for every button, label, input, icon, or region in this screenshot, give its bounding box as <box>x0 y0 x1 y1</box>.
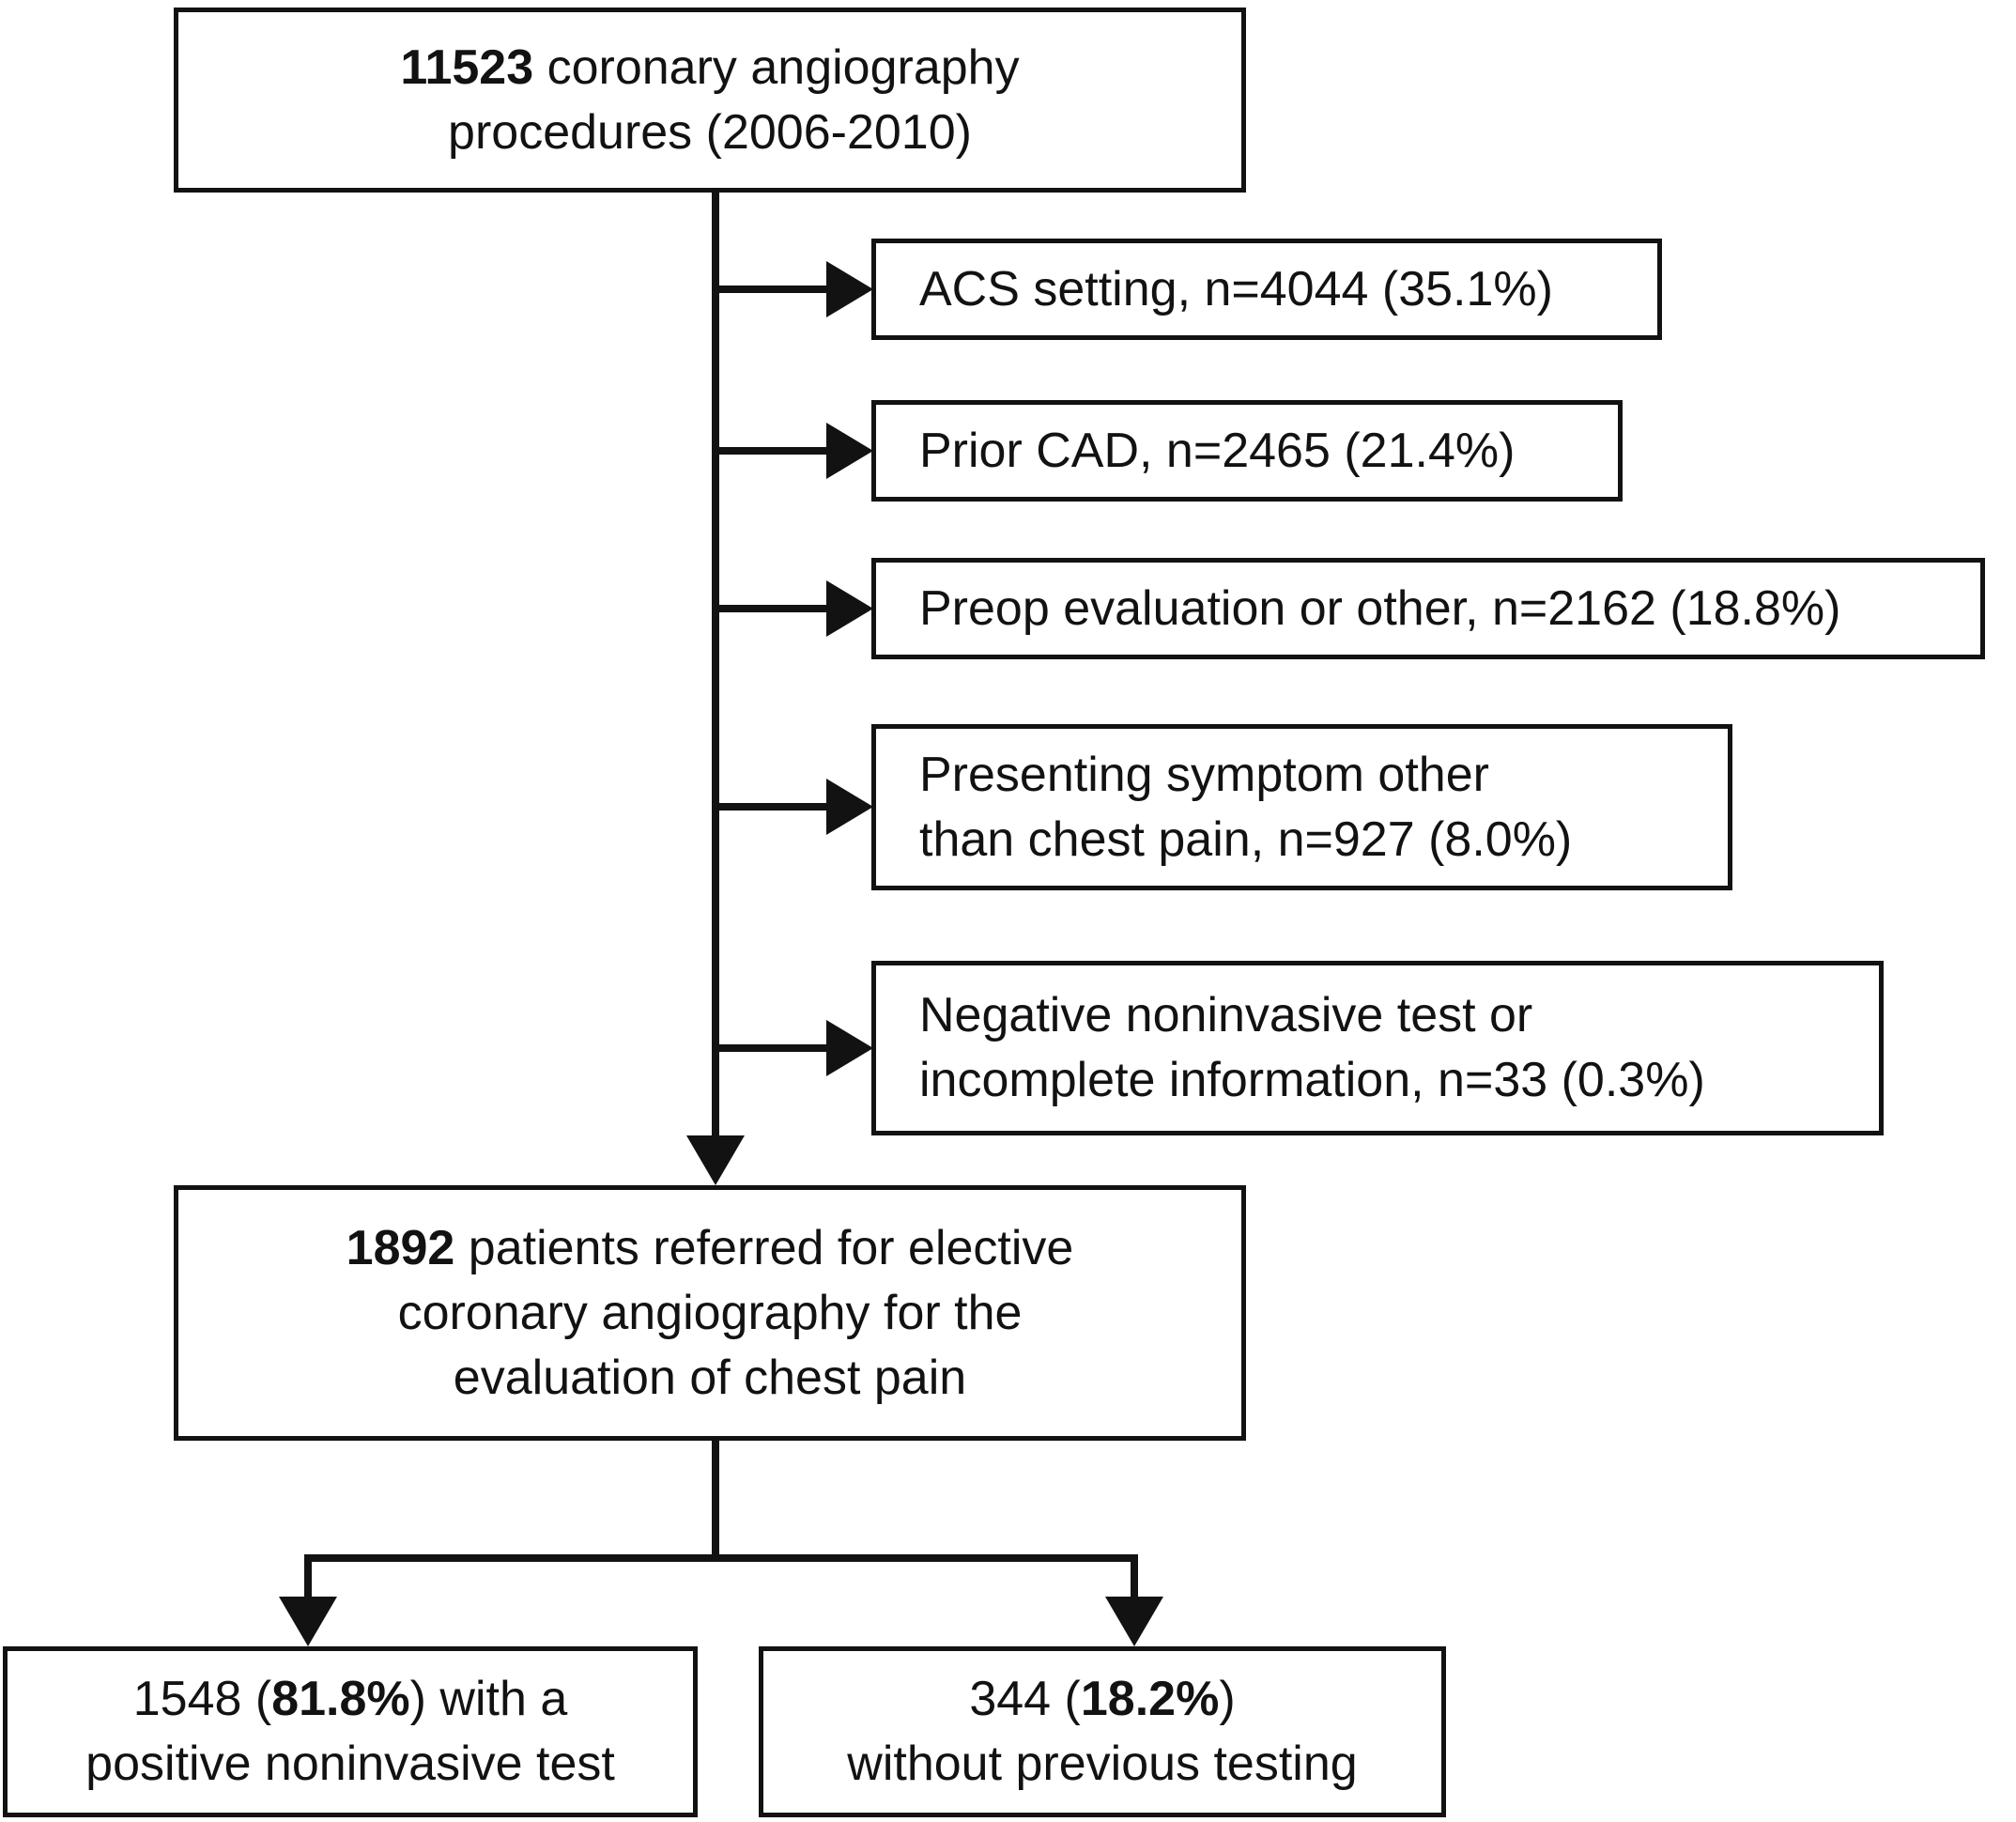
exclusion-symptom-line1: Presenting symptom other <box>919 747 1489 802</box>
arrow-down-icon <box>279 1597 337 1646</box>
right-branch-line <box>1131 1554 1138 1599</box>
exclusion-acs-line1: ACS setting, n=4044 (35.1%) <box>919 261 1553 317</box>
cohort-count: 1892 <box>346 1220 455 1275</box>
positive-test-line1-rest: ) with a <box>409 1672 568 1726</box>
cohort-line2: coronary angiography for the <box>397 1285 1023 1340</box>
no-previous-testing-line2: without previous testing <box>847 1737 1358 1791</box>
exclusion-symptom-line2: than chest pain, n=927 (8.0%) <box>919 811 1573 867</box>
arrow-right-icon <box>826 580 873 637</box>
total-procedures-line1: 11523 coronary angiography <box>400 36 1019 100</box>
total-procedures-count: 11523 <box>400 39 534 95</box>
exclusion-prior-cad-line1: Prior CAD, n=2465 (21.4%) <box>919 423 1516 478</box>
cohort-line1-rest: patients referred for elective <box>454 1220 1074 1275</box>
no-previous-testing-line1: 344 (18.2%) <box>969 1667 1235 1732</box>
positive-test-line1: 1548 (81.8%) with a <box>133 1667 568 1732</box>
total-procedures-line1-rest: coronary angiography <box>533 39 1020 95</box>
cohort-branch-stem-line <box>712 1441 719 1558</box>
no-previous-testing-line1-rest: ) <box>1219 1672 1236 1726</box>
positive-test-percent: 81.8% <box>271 1672 410 1726</box>
branch-bar-line <box>304 1554 1138 1562</box>
exclusion-preop-box: Preop evaluation or other, n=2162 (18.8%… <box>871 558 1985 659</box>
main-stem-line <box>712 193 719 1137</box>
no-previous-testing-box: 344 (18.2%) without previous testing <box>759 1646 1446 1817</box>
exclusion-1-connector-line <box>716 286 828 293</box>
arrow-right-icon <box>826 261 873 317</box>
arrow-down-icon <box>1105 1597 1163 1646</box>
exclusion-symptom-box: Presenting symptom other than chest pain… <box>871 724 1732 890</box>
exclusion-preop-line1: Preop evaluation or other, n=2162 (18.8%… <box>919 580 1841 636</box>
no-previous-testing-percent: 18.2% <box>1080 1672 1220 1726</box>
positive-test-count: 1548 ( <box>132 1672 272 1726</box>
no-previous-testing-count: 344 ( <box>969 1672 1081 1726</box>
left-branch-line <box>304 1554 312 1599</box>
positive-test-line2: positive noninvasive test <box>85 1737 615 1791</box>
arrow-down-icon <box>686 1135 745 1185</box>
exclusion-acs-box: ACS setting, n=4044 (35.1%) <box>871 239 1662 340</box>
exclusion-negative-test-line1: Negative noninvasive test or <box>919 988 1533 1042</box>
exclusion-negative-test-box: Negative noninvasive test or incomplete … <box>871 961 1884 1135</box>
arrow-right-icon <box>826 779 873 835</box>
total-procedures-line2: procedures (2006-2010) <box>448 104 972 160</box>
exclusion-negative-test-line2: incomplete information, n=33 (0.3%) <box>919 1053 1705 1107</box>
exclusion-3-connector-line <box>716 605 828 612</box>
exclusion-2-connector-line <box>716 447 828 455</box>
cohort-line1: 1892 patients referred for elective <box>346 1216 1074 1281</box>
positive-test-box: 1548 (81.8%) with a positive noninvasive… <box>3 1646 698 1817</box>
cohort-box: 1892 patients referred for elective coro… <box>174 1185 1246 1441</box>
exclusion-4-connector-line <box>716 803 828 811</box>
cohort-line3: evaluation of chest pain <box>453 1350 967 1405</box>
arrow-right-icon <box>826 1020 873 1076</box>
exclusion-prior-cad-box: Prior CAD, n=2465 (21.4%) <box>871 400 1623 502</box>
arrow-right-icon <box>826 423 873 479</box>
total-procedures-box: 11523 coronary angiography procedures (2… <box>174 8 1246 193</box>
exclusion-5-connector-line <box>716 1044 828 1052</box>
